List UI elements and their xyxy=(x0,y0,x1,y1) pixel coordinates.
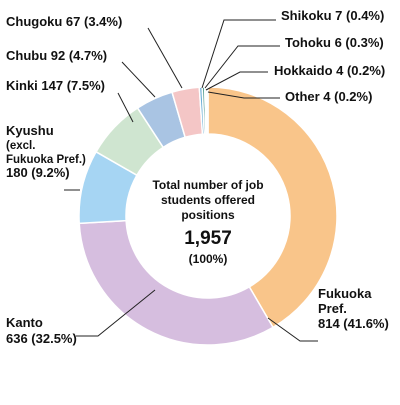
slice-label-line: Kyushu xyxy=(6,123,54,138)
slice-other xyxy=(205,86,209,135)
center-title-line: students offered xyxy=(161,193,255,207)
slice-label-line: Fukuoka xyxy=(318,286,372,301)
leader-line-kanto xyxy=(76,289,156,337)
slice-label-line: 180 (9.2%) xyxy=(6,165,70,180)
slice-label-line: Fukuoka Pref.) xyxy=(6,154,86,166)
slice-label-line: 636 (32.5%) xyxy=(6,331,77,346)
slices-group xyxy=(78,86,338,346)
slice-label-line: Chugoku 67 (3.4%) xyxy=(6,14,122,29)
slice-label-line: Tohoku 6 (0.3%) xyxy=(285,35,384,50)
slice-label-chugoku: Chugoku 67 (3.4%) xyxy=(6,14,122,29)
leader-line-other xyxy=(207,91,280,99)
leader-line-chubu xyxy=(121,61,156,98)
leader-line-kinki xyxy=(117,92,134,123)
leader-line-tohoku xyxy=(204,45,280,89)
slice-fukuoka-pref xyxy=(207,86,338,329)
slice-label-other: Other 4 (0.2%) xyxy=(285,89,372,104)
leader-line-chugoku xyxy=(147,27,183,89)
slice-label-line: Shikoku 7 (0.4%) xyxy=(281,8,384,23)
center-title-line: Total number of job xyxy=(152,178,263,192)
slice-label-chubu: Chubu 92 (4.7%) xyxy=(6,48,107,63)
slice-label-kinki: Kinki 147 (7.5%) xyxy=(6,78,105,93)
slice-label-shikoku: Shikoku 7 (0.4%) xyxy=(281,8,384,23)
slice-label-tohoku: Tohoku 6 (0.3%) xyxy=(285,35,384,50)
slice-label-line: Chubu 92 (4.7%) xyxy=(6,48,107,63)
leader-line-shikoku xyxy=(201,19,276,89)
slice-label-kanto: Kanto 636 (32.5%) xyxy=(6,315,77,346)
slice-label-line: Hokkaido 4 (0.2%) xyxy=(274,63,385,78)
slice-label-line: (excl. xyxy=(6,140,35,152)
slice-label-line: Other 4 (0.2%) xyxy=(285,89,372,104)
slice-label-fukuoka-pref: Fukuoka Pref. 814 (41.6%) xyxy=(318,286,389,331)
leader-lines-group xyxy=(64,19,318,342)
slice-kanto xyxy=(78,219,275,346)
slice-label-line: 814 (41.6%) xyxy=(318,316,389,331)
slice-label-kyushu-excl-fukuoka-pref: Kyushu (excl. Fukuoka Pref.) 180 (9.2%) xyxy=(6,123,86,180)
slice-label-line: Pref. xyxy=(318,301,347,316)
slice-label-line: Kinki 147 (7.5%) xyxy=(6,78,105,93)
slice-labels-group: Fukuoka Pref. 814 (41.6%)Kanto 636 (32.5%)K… xyxy=(6,8,389,346)
center-total: 1,957 xyxy=(184,228,232,249)
slice-label-hokkaido: Hokkaido 4 (0.2%) xyxy=(274,63,385,78)
slice-label-line: Kanto xyxy=(6,315,43,330)
center-title-line: positions xyxy=(181,208,235,222)
leader-line-fukuoka-pref xyxy=(267,317,318,342)
leader-line-hokkaido xyxy=(205,71,268,91)
center-percent: (100%) xyxy=(189,252,228,266)
